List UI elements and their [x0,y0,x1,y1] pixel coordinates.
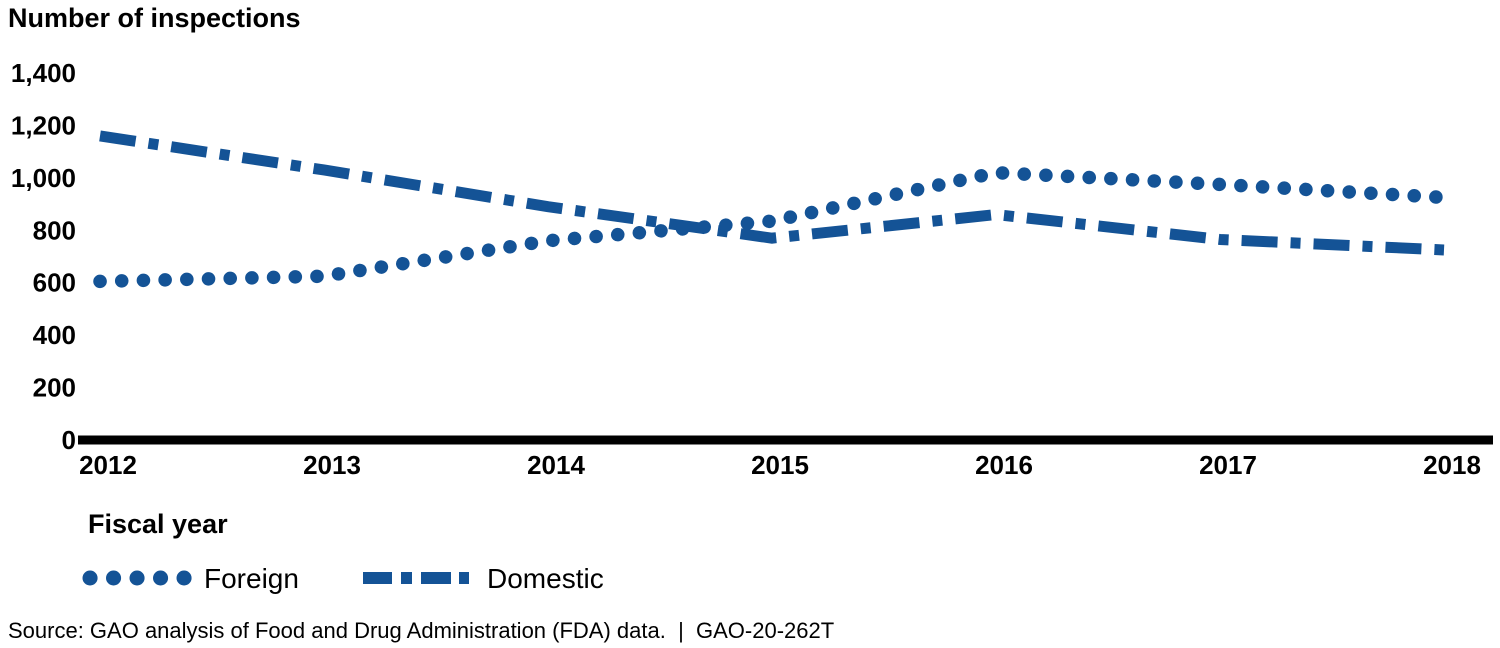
y-tick-label: 600 [33,268,76,298]
x-tick-label: 2015 [751,450,809,480]
legend-label-foreign: Foreign [204,563,299,594]
x-tick-label: 2014 [527,450,585,480]
y-tick-label: 0 [62,425,76,455]
foreign-series-line [93,165,1451,289]
source-note: Source: GAO analysis of Food and Drug Ad… [8,618,835,643]
x-tick-label: 2017 [1199,450,1257,480]
x-tick-label: 2016 [975,450,1033,480]
y-tick-label: 1,000 [11,163,76,193]
chart-title: Number of inspections [8,3,301,33]
y-tick-label: 200 [33,373,76,403]
domestic-series-line [99,130,1445,256]
y-tick-label: 800 [33,215,76,245]
x-tick-label: 2018 [1423,450,1481,480]
legend-label-domestic: Domestic [487,563,604,594]
x-tick-label: 2012 [79,450,137,480]
y-tick-label: 1,200 [11,110,76,140]
y-tick-label: 1,400 [11,58,76,88]
x-tick-label: 2013 [303,450,361,480]
x-axis-title: Fiscal year [88,509,228,539]
y-tick-label: 400 [33,320,76,350]
